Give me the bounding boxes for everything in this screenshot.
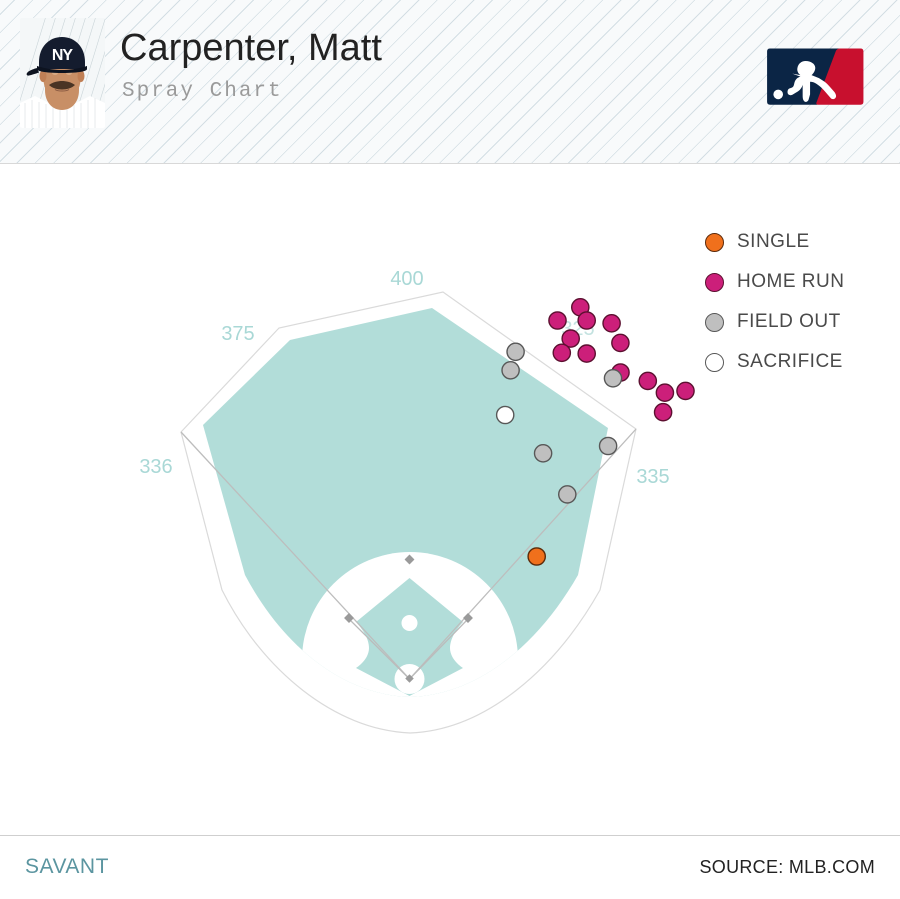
svg-text:NY: NY: [52, 47, 74, 64]
